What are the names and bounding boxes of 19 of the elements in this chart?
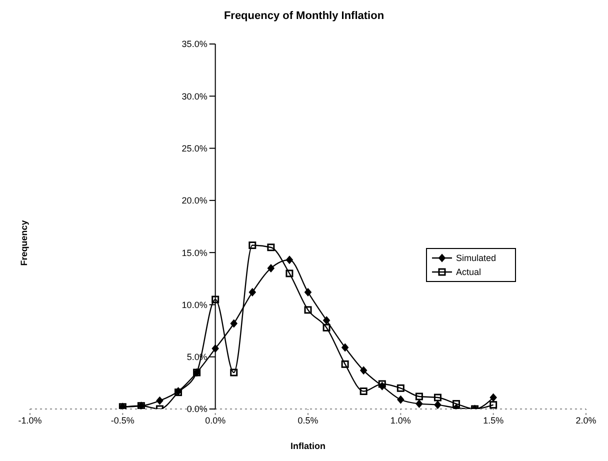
y-tick-label: 30.0% [182, 91, 208, 102]
y-tick-label: 10.0% [182, 300, 208, 310]
x-tick-label: -0.5% [110, 415, 134, 426]
x-tick-label: 1.0% [390, 415, 411, 426]
legend-label: Simulated [456, 253, 496, 263]
x-tick-label: 0.0% [205, 415, 226, 426]
y-tick-label: 15.0% [182, 248, 208, 258]
x-tick-label: 2.0% [576, 415, 596, 426]
y-tick-label: 35.0% [182, 39, 208, 50]
y-axis-title: Frequency [19, 219, 29, 268]
x-tick-label: -1.0% [18, 415, 42, 426]
x-tick-label: 0.5% [298, 415, 318, 426]
x-axis-title: Inflation [290, 441, 326, 451]
y-tick-label: 20.0% [182, 196, 208, 206]
y-tick-label: 25.0% [182, 143, 208, 154]
x-tick-label: 1.5% [483, 415, 504, 426]
y-tick-label: 0.0% [186, 404, 208, 414]
legend-label: Actual [456, 267, 482, 277]
chart-title: Frequency of Monthly Inflation [222, 10, 386, 22]
